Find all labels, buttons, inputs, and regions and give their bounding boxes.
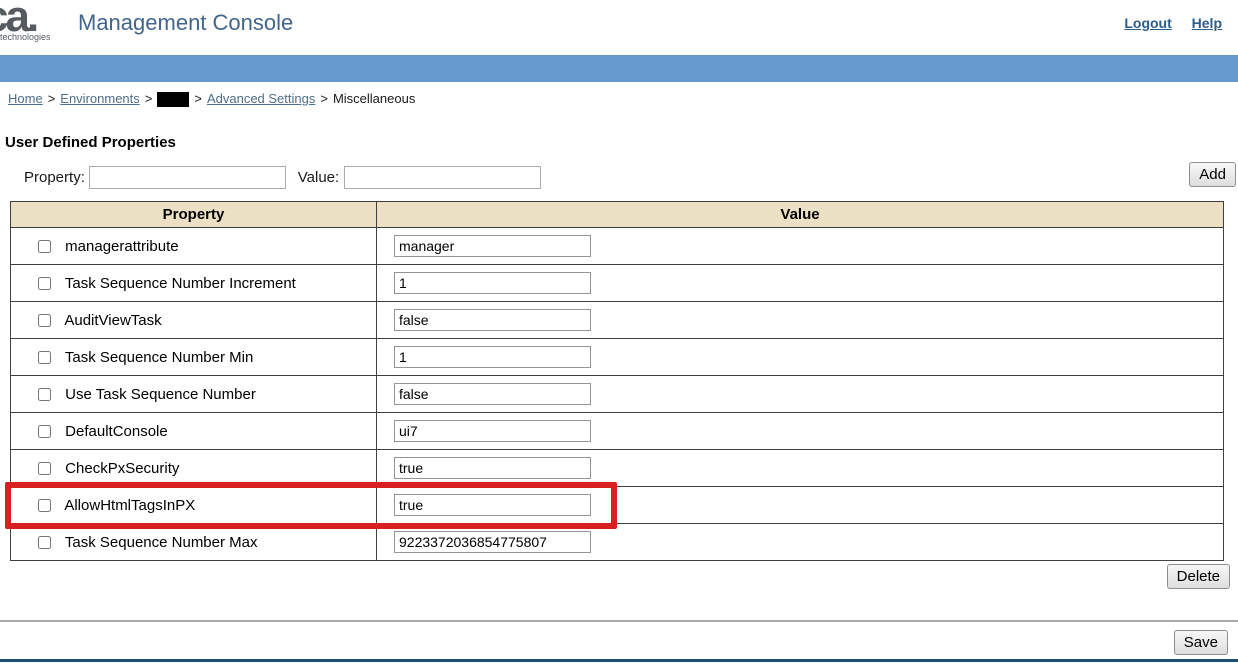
row-value-input[interactable] <box>394 383 591 406</box>
table-row: DefaultConsole <box>10 412 1224 451</box>
ca-logo-subtext: technologies <box>0 32 51 42</box>
row-checkbox[interactable] <box>38 277 51 291</box>
row-value-input[interactable] <box>394 494 591 517</box>
table-row: AllowHtmlTagsInPX <box>5 482 1224 530</box>
breadcrumb-home-link[interactable]: Home <box>8 91 43 106</box>
table-row: Use Task Sequence Number <box>10 375 1224 414</box>
property-name-label: Task Sequence Number Increment <box>64 274 296 292</box>
property-name-label: AllowHtmlTagsInPX <box>64 496 196 514</box>
property-name-label: Task Sequence Number Min <box>64 348 254 366</box>
value-cell <box>376 338 1224 377</box>
help-link[interactable]: Help <box>1191 15 1222 31</box>
value-cell <box>376 264 1224 303</box>
blue-banner-bar <box>0 55 1238 82</box>
row-checkbox[interactable] <box>38 314 51 328</box>
row-checkbox[interactable] <box>38 536 51 550</box>
logout-link[interactable]: Logout <box>1124 15 1172 31</box>
breadcrumb: Home > Environments > > Advanced Settings > Mis… <box>0 82 1238 108</box>
breadcrumb-environments-link[interactable]: Environments <box>60 91 140 106</box>
value-cell <box>376 301 1224 340</box>
property-name-label: AuditViewTask <box>64 311 162 329</box>
new-property-input[interactable] <box>89 166 287 190</box>
property-name-label: Task Sequence Number Max <box>64 533 258 551</box>
value-cell <box>376 523 1224 562</box>
value-cell <box>376 375 1224 414</box>
table-row: Task Sequence Number Min <box>10 338 1224 377</box>
property-name-label: DefaultConsole <box>65 422 168 440</box>
page-title: Management Console <box>78 10 294 35</box>
breadcrumb-separator: > <box>194 91 202 106</box>
header-links: Logout Help <box>1108 15 1222 31</box>
row-checkbox[interactable] <box>38 462 51 476</box>
table-row: Task Sequence Number Increment <box>10 264 1224 303</box>
value-cell <box>376 449 1224 488</box>
breadcrumb-current-page: Miscellaneous <box>332 91 416 106</box>
row-value-input[interactable] <box>394 420 591 443</box>
property-cell: AuditViewTask <box>10 301 377 340</box>
property-name-label: Use Task Sequence Number <box>65 385 256 403</box>
save-button[interactable]: Save <box>1173 630 1228 656</box>
property-cell: managerattribute <box>10 227 377 266</box>
value-label: Value: <box>297 168 340 186</box>
table-header-row: Property Value <box>10 201 1224 229</box>
row-checkbox[interactable] <box>38 425 51 439</box>
add-button[interactable]: Add <box>1189 162 1236 188</box>
row-value-input[interactable] <box>394 531 591 554</box>
footer-divider <box>0 620 1238 623</box>
row-checkbox[interactable] <box>38 351 51 365</box>
property-cell: AllowHtmlTagsInPX <box>5 482 617 530</box>
row-checkbox[interactable] <box>38 240 51 254</box>
breadcrumb-separator: > <box>144 91 153 106</box>
breadcrumb-separator: > <box>320 91 328 106</box>
add-property-form: Property: Value: Add <box>0 162 1238 192</box>
row-checkbox[interactable] <box>38 499 51 513</box>
table-row: CheckPxSecurity <box>10 449 1224 488</box>
row-checkbox[interactable] <box>38 388 51 402</box>
property-cell: Task Sequence Number Increment <box>10 264 377 303</box>
property-cell: Task Sequence Number Min <box>10 338 377 377</box>
property-name-label: CheckPxSecurity <box>65 459 180 477</box>
property-cell: CheckPxSecurity <box>10 449 377 488</box>
section-heading: User Defined Properties <box>5 134 176 152</box>
row-value-input[interactable] <box>394 346 591 369</box>
value-cell <box>376 227 1224 266</box>
save-button-row: Save <box>0 630 1228 656</box>
property-name-label: managerattribute <box>65 237 179 255</box>
value-column-header: Value <box>376 201 1224 229</box>
property-cell: Task Sequence Number Max <box>10 523 377 562</box>
ca-logo-text: ca. <box>0 0 39 41</box>
ca-technologies-logo: ca. technologies <box>0 0 60 52</box>
app-header: ca. technologies Management Console Logo… <box>0 0 1238 55</box>
delete-button[interactable]: Delete <box>1166 564 1230 590</box>
property-column-header: Property <box>10 201 377 229</box>
table-row: Task Sequence Number Max <box>10 523 1224 562</box>
row-value-input[interactable] <box>394 272 591 295</box>
breadcrumb-advanced-settings-link[interactable]: Advanced Settings <box>206 91 316 106</box>
table-row: AuditViewTask <box>10 301 1224 340</box>
row-value-input[interactable] <box>394 235 591 258</box>
property-cell: Use Task Sequence Number <box>10 375 377 414</box>
value-cell <box>376 486 1224 525</box>
value-cell <box>376 412 1224 451</box>
delete-button-row: Delete <box>0 564 1230 590</box>
bottom-accent-bar <box>0 659 1238 662</box>
property-cell: DefaultConsole <box>10 412 377 451</box>
row-value-input[interactable] <box>394 309 591 332</box>
redacted-environment-name <box>157 92 190 108</box>
breadcrumb-separator: > <box>47 91 56 106</box>
table-row: managerattribute <box>10 227 1224 266</box>
row-value-input[interactable] <box>394 457 591 480</box>
new-value-input[interactable] <box>343 166 541 190</box>
properties-table: Property Value managerattribute Task Seq… <box>5 201 1224 562</box>
property-label: Property: <box>24 168 85 186</box>
